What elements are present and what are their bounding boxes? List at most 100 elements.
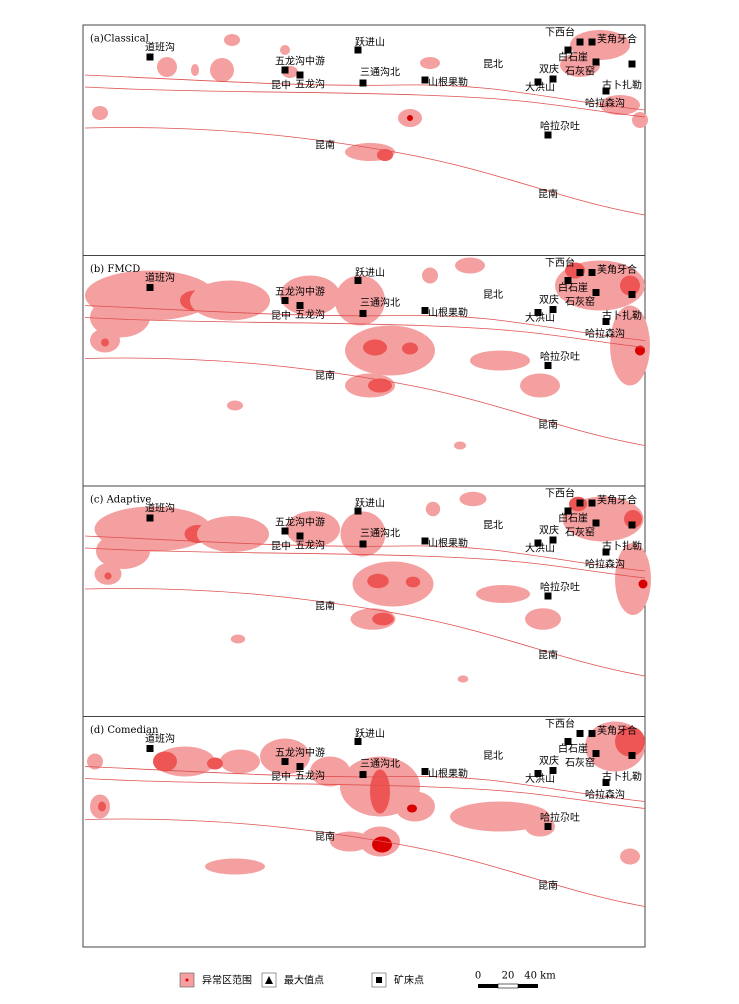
place-label: 昆北 [483,289,503,301]
panel-title: (a)Classical [90,34,149,45]
anomaly-area [191,64,199,76]
deposit-marker [628,291,636,298]
deposit-marker [421,537,429,545]
place-label: 芙角牙合 [597,724,637,737]
anomaly-area [153,751,177,772]
legend-text: 矿床点 [394,974,424,987]
place-label: 大洪山 [525,772,555,785]
anomaly-area [190,280,270,321]
deposit-marker [549,767,557,774]
anomaly-area [87,753,103,770]
place-label: 昆南 [315,369,335,382]
place-label: 大洪山 [525,542,555,555]
deposit-marker [602,318,610,325]
place-label: 昆南 [538,188,558,201]
anomaly-area [340,511,386,557]
deposit-marker [628,752,636,759]
legend-triangle [265,976,273,984]
scale-bar [497,983,519,989]
deposit-marker [549,306,557,313]
place-label: 白石崖 [558,51,588,64]
deposit-marker [602,548,610,556]
scale-bar [518,984,538,988]
place-label: 五龙沟中游 [275,55,325,68]
place-label: 大洪山 [525,81,555,94]
fault-line [84,86,646,118]
anomaly-area [335,275,385,326]
place-label: 石灰窑 [565,756,595,769]
deposit-marker [588,730,596,737]
anomaly-area [454,441,466,450]
place-label: 跃进山 [355,498,385,510]
legend: 异常区范围 最大值点 矿床点 0 20 40 km [179,971,556,989]
place-label: 跃进山 [355,267,385,279]
deposit-marker [281,758,289,765]
anomaly-area [197,516,269,552]
anomaly-area [280,45,290,55]
place-label: 古卜扎勒 [602,540,642,553]
fault-line [84,357,646,446]
deposit-marker [359,79,367,87]
place-label: 石灰窑 [565,526,595,539]
scale-bar [478,984,498,988]
place-label: 昆南 [538,649,558,662]
deposit-marker [354,46,362,54]
deposit-marker [576,38,584,46]
anomaly-area [352,561,434,607]
place-label: 山根果勒 [428,767,468,780]
deposit-marker [359,310,367,317]
anomaly-area [405,576,421,588]
place-label: 山根果勒 [428,306,468,319]
deposit-marker [592,519,600,527]
anomaly-area [370,769,390,814]
fault-line [84,535,646,572]
anomaly-area [101,338,109,347]
fault-line [84,778,646,809]
place-label: 哈拉尕吐 [540,120,580,133]
deposit-marker [281,527,289,535]
anomaly-area [615,543,651,615]
deposit-marker [421,76,429,84]
anomaly-area [407,115,413,121]
deposit-marker [296,532,304,540]
place-label: 哈拉森沟 [585,558,625,571]
place-label: 昆中 [271,309,291,322]
scale-label: 40 km [524,971,556,982]
anomaly-area [476,585,530,603]
anomaly-area [450,801,550,832]
place-label: 昆北 [483,520,503,532]
deposit-marker [421,307,429,314]
deposit-marker [576,730,584,737]
place-label: 白石崖 [558,281,588,294]
deposit-marker [628,521,636,529]
place-label: 昆北 [483,59,503,71]
anomaly-area [425,501,441,517]
place-label: 昆中 [271,79,291,92]
place-label: 昆中 [271,540,291,553]
scale-label: 0 [475,971,481,982]
deposit-marker [359,771,367,778]
anomaly-area [367,573,389,589]
place-label: 三通沟北 [360,527,400,540]
deposit-marker [354,277,362,284]
place-label: 山根果勒 [428,76,468,89]
deposit-marker [544,131,552,139]
anomaly-area [230,634,246,644]
fault-line [84,317,646,348]
anomaly-area [96,533,150,569]
deposit-marker [544,592,552,600]
place-label: 石灰窑 [565,65,595,78]
place-label: 古卜扎勒 [602,770,642,783]
anomaly-area [377,149,393,161]
anomaly-area [220,749,260,774]
deposit-marker [359,540,367,548]
place-label: 昆北 [483,750,503,762]
deposit-marker [592,289,600,296]
deposit-marker [281,297,289,304]
deposit-marker [296,302,304,309]
deposit-marker [592,58,600,66]
deposit-marker [354,507,362,515]
